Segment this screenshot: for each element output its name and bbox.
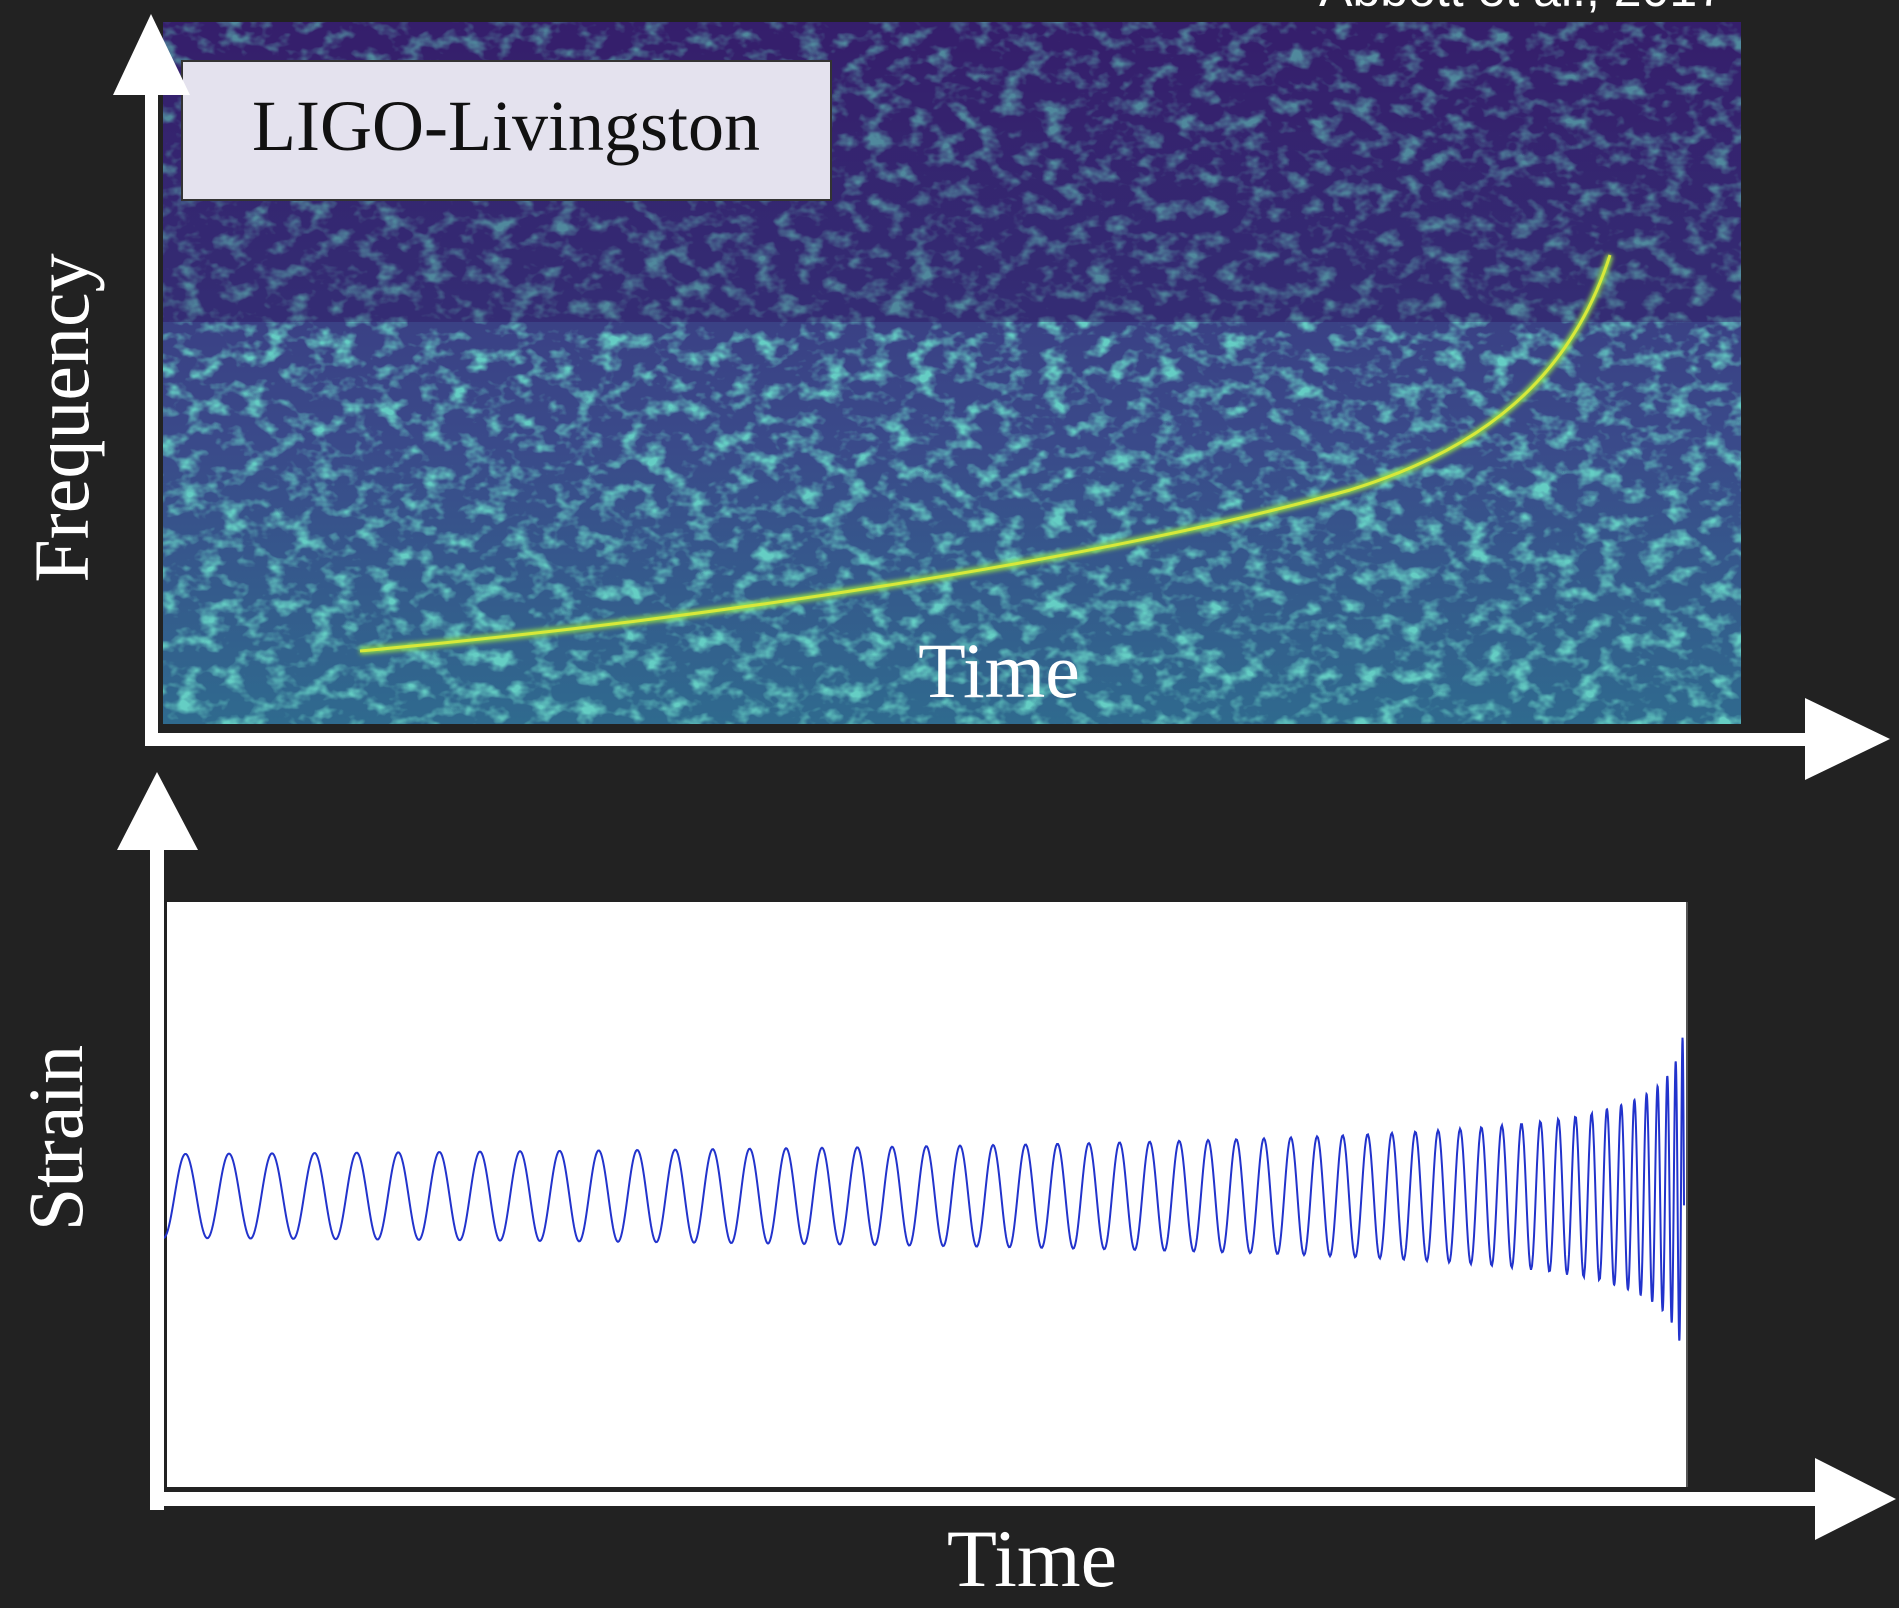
x-axis-label: Time (918, 627, 1080, 714)
y-arrowhead (117, 772, 198, 850)
x-axis-arrow (150, 1492, 1822, 1506)
waveform-bg (167, 902, 1687, 1487)
x-arrowhead (1805, 698, 1890, 780)
spectrogram: LIGO-Livingston Time (163, 22, 1741, 724)
citation: Abbott et al., 2017 (1319, 0, 1725, 17)
chirp-track (359, 254, 1612, 653)
bottom-axes (117, 772, 1896, 1540)
y-axis-arrow (145, 75, 158, 740)
x-axis-label: Time (947, 1513, 1117, 1604)
label-box (181, 60, 832, 201)
y-axis-arrow (150, 835, 164, 1510)
x-axis-arrow (145, 733, 1815, 746)
waveform (162, 1037, 1685, 1341)
x-arrowhead (1815, 1458, 1896, 1540)
y-arrowhead (113, 14, 190, 95)
y-axis-label: Strain (12, 1045, 99, 1231)
y-axis-label: Frequency (18, 253, 105, 582)
top-axes (113, 14, 1890, 780)
detector-label: LIGO-Livingston (252, 86, 760, 166)
